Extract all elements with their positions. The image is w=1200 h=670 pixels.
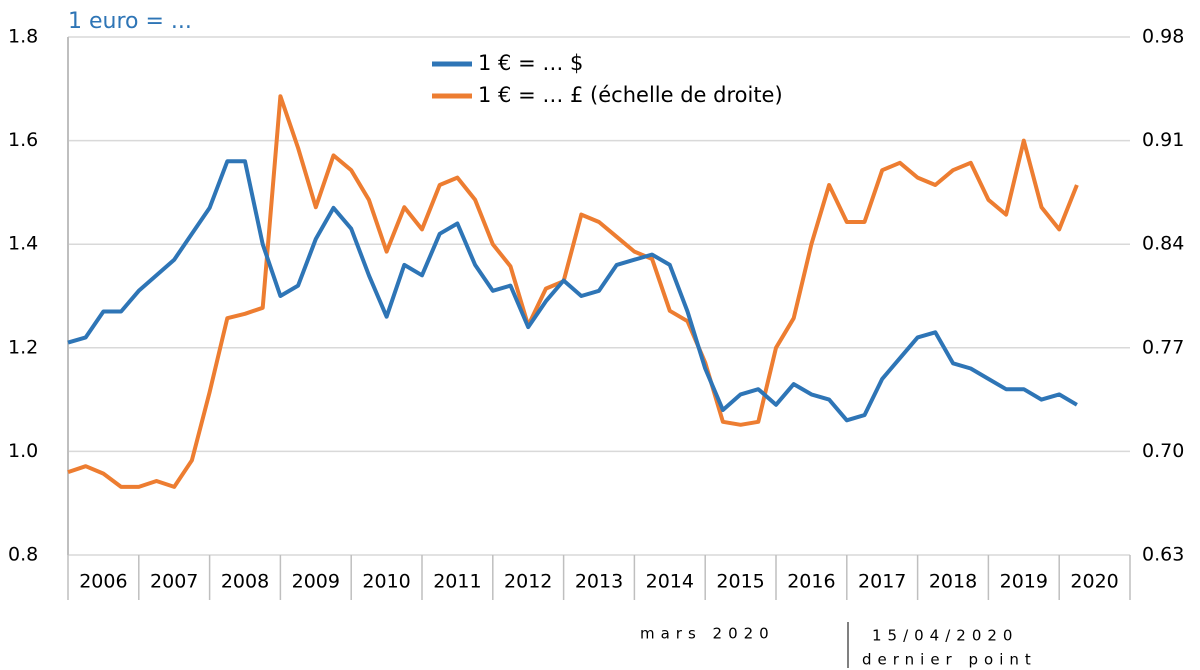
y2-tick-label: 0.70 bbox=[1142, 440, 1184, 462]
x-tick-label: 2006 bbox=[79, 571, 127, 593]
y-tick-label: 1.2 bbox=[8, 336, 38, 358]
legend-label: 1 € = … £ (échelle de droite) bbox=[478, 83, 783, 107]
y2-tick-label: 0.77 bbox=[1142, 336, 1184, 358]
y2-tick-label: 0.98 bbox=[1142, 26, 1184, 48]
y-tick-label: 1.4 bbox=[8, 233, 38, 255]
chart-title: 1 euro = ... bbox=[68, 9, 192, 34]
y-tick-label: 1.0 bbox=[8, 440, 38, 462]
legend-label: 1 € = … $ bbox=[478, 51, 583, 75]
x-tick-label: 2017 bbox=[858, 571, 906, 593]
y2-tick-label: 0.63 bbox=[1142, 544, 1184, 566]
x-tick-label: 2018 bbox=[929, 571, 977, 593]
footer-date: 15/04/2020 bbox=[872, 627, 1018, 645]
footer-note: dernier point bbox=[862, 651, 1037, 669]
x-tick-label: 2007 bbox=[150, 571, 198, 593]
x-tick-label: 2015 bbox=[716, 571, 764, 593]
y2-tick-label: 0.91 bbox=[1142, 129, 1184, 151]
y-tick-label: 0.8 bbox=[8, 544, 38, 566]
x-tick-label: 2019 bbox=[1000, 571, 1048, 593]
x-tick-label: 2020 bbox=[1070, 571, 1118, 593]
x-tick-label: 2016 bbox=[787, 571, 835, 593]
x-tick-label: 2009 bbox=[292, 571, 340, 593]
y2-tick-label: 0.84 bbox=[1142, 233, 1184, 255]
series-line bbox=[67, 94, 1079, 489]
x-tick-label: 2011 bbox=[433, 571, 481, 593]
footer-month: mars 2020 bbox=[640, 625, 775, 643]
x-tick-label: 2013 bbox=[575, 571, 623, 593]
x-tick-label: 2012 bbox=[504, 571, 552, 593]
y-tick-label: 1.6 bbox=[8, 129, 38, 151]
x-tick-label: 2014 bbox=[646, 571, 694, 593]
x-tick-label: 2010 bbox=[362, 571, 410, 593]
y-tick-label: 1.8 bbox=[8, 26, 38, 48]
series-line bbox=[67, 159, 1078, 423]
x-tick-label: 2008 bbox=[221, 571, 269, 593]
